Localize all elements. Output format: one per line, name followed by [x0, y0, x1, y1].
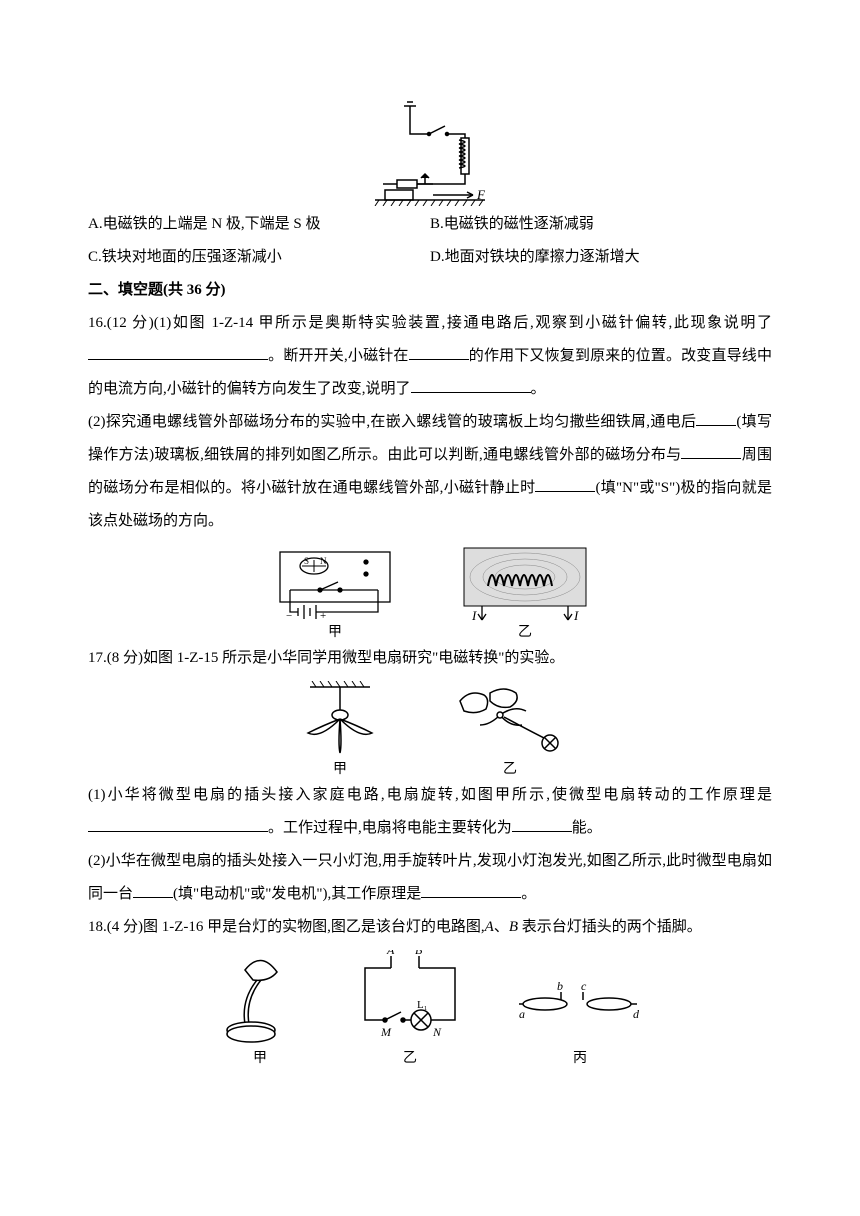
blank [681, 444, 741, 459]
svg-text:c: c [581, 979, 587, 993]
oersted-experiment-diagram: S N − + [270, 544, 400, 624]
q16-p2a: (2)探究通电螺线管外部磁场分布的实验中,在嵌入螺线管的玻璃板上均匀撒些细铁屑,… [88, 414, 696, 430]
q17-p1a: (1)小华将微型电扇的插头接入家庭电路,电扇旋转,如图甲所示,使微型电扇转动的工… [88, 787, 772, 803]
svg-text:L₁: L₁ [417, 999, 428, 1011]
fig-caption-jia: 甲 [215, 1052, 305, 1066]
svg-text:N: N [320, 556, 327, 566]
fig-caption-jia: 甲 [290, 763, 390, 777]
svg-text:F: F [476, 187, 486, 202]
svg-text:d: d [633, 1007, 640, 1021]
blank [696, 411, 736, 426]
q18-A: A [485, 919, 494, 935]
blank [411, 378, 531, 393]
q15-figure: F [88, 96, 772, 206]
blank [88, 345, 268, 360]
fig-caption-bing: 丙 [515, 1052, 645, 1066]
q17-figures: 甲 乙 [88, 681, 772, 777]
q17-intro: 17.(8 分)如图 1-Z-15 所示是小华同学用微型电扇研究"电磁转换"的实… [88, 642, 772, 675]
q18-m: 、 [494, 919, 509, 935]
fig-caption-yi: 乙 [450, 763, 570, 777]
blank [512, 817, 572, 832]
q18-b: 表示台灯插头的两个插脚。 [518, 919, 702, 935]
svg-text:B: B [415, 950, 423, 957]
option-a: A.电磁铁的上端是 N 极,下端是 S 极 [88, 208, 430, 241]
svg-text:N: N [432, 1025, 442, 1039]
option-d: D.地面对铁块的摩擦力逐渐增大 [430, 241, 772, 274]
blank [409, 345, 469, 360]
q16-p1a: 16.(12 分)(1)如图 1-Z-14 甲所示是奥斯特实验装置,接通电路后,… [88, 315, 772, 331]
q16-p1b: 。断开开关,小磁针在 [268, 348, 409, 364]
desk-lamp-diagram [215, 950, 305, 1050]
blank [133, 883, 173, 898]
q17-p1b: 。工作过程中,电扇将电能主要转化为 [268, 820, 512, 836]
q18-a: 18.(4 分)图 1-Z-16 甲是台灯的实物图,图乙是该台灯的电路图, [88, 919, 485, 935]
option-c: C.铁块对地面的压强逐渐减小 [88, 241, 430, 274]
section-2-title: 二、填空题(共 36 分) [88, 274, 772, 307]
hand-fan-bulb-diagram [450, 681, 570, 761]
svg-text:M: M [380, 1025, 392, 1039]
blank [535, 477, 595, 492]
svg-text:A: A [386, 950, 395, 957]
fig-caption-yi: 乙 [345, 1052, 475, 1066]
svg-text:I: I [471, 608, 477, 623]
q16-text: 16.(12 分)(1)如图 1-Z-14 甲所示是奥斯特实验装置,接通电路后,… [88, 307, 772, 406]
q16-figures: S N − + 甲 [88, 544, 772, 640]
q16-p1d: 。 [531, 381, 546, 397]
fig-caption-jia: 甲 [270, 626, 400, 640]
lamp-circuit-diagram: A B M N L₁ [345, 950, 475, 1050]
q18-figures: 甲 A B M N L₁ 乙 [88, 950, 772, 1066]
fig-caption-yi: 乙 [460, 626, 590, 640]
svg-text:−: − [286, 610, 292, 622]
plug-pins-diagram: a b c d [515, 950, 645, 1050]
electromagnet-circuit-diagram: F [355, 96, 505, 206]
svg-text:+: + [320, 610, 326, 622]
q18-B: B [509, 919, 518, 935]
svg-text:S: S [304, 556, 309, 566]
ceiling-fan-diagram [290, 681, 390, 761]
blank [421, 883, 521, 898]
q17-p2: (2)小华在微型电扇的插头处接入一只小灯泡,用手旋转叶片,发现小灯泡发光,如图乙… [88, 845, 772, 911]
option-b: B.电磁铁的磁性逐渐减弱 [430, 208, 772, 241]
q17-p1: (1)小华将微型电扇的插头接入家庭电路,电扇旋转,如图甲所示,使微型电扇转动的工… [88, 779, 772, 845]
q15-options: A.电磁铁的上端是 N 极,下端是 S 极 B.电磁铁的磁性逐渐减弱 C.铁块对… [88, 208, 772, 274]
q17-p2c: 。 [521, 886, 536, 902]
q18-intro: 18.(4 分)图 1-Z-16 甲是台灯的实物图,图乙是该台灯的电路图,A、B… [88, 911, 772, 944]
solenoid-iron-filings-diagram: I I [460, 544, 590, 624]
svg-text:a: a [519, 1007, 525, 1021]
q17-p2b: (填"电动机"或"发电机"),其工作原理是 [173, 886, 421, 902]
blank [88, 817, 268, 832]
svg-text:b: b [557, 979, 563, 993]
q17-p1c: 能。 [572, 820, 602, 836]
q16-text-2: (2)探究通电螺线管外部磁场分布的实验中,在嵌入螺线管的玻璃板上均匀撒些细铁屑,… [88, 406, 772, 538]
svg-text:I: I [573, 608, 579, 623]
